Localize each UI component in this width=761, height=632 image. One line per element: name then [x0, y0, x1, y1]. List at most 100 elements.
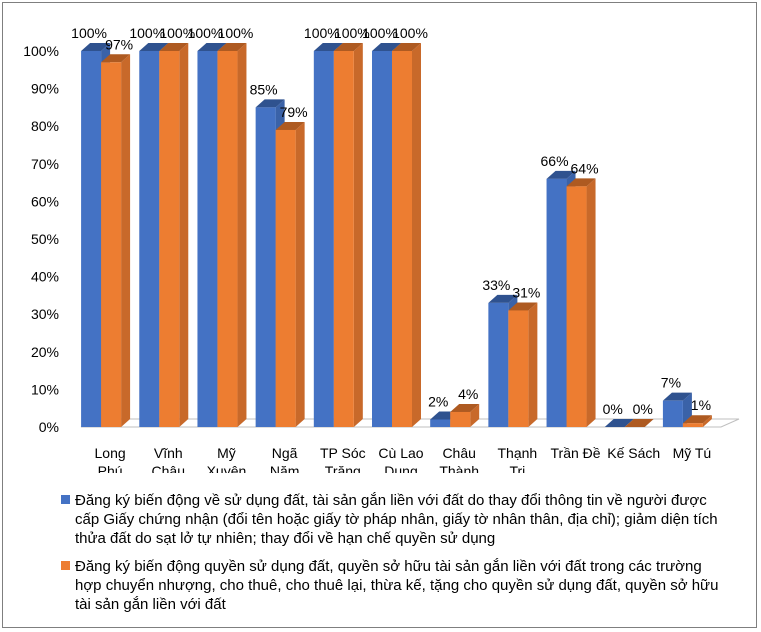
bar — [159, 51, 180, 427]
x-tick-label: Năm — [270, 463, 300, 473]
bar — [101, 62, 122, 427]
bar — [430, 419, 451, 427]
bar-top — [682, 415, 712, 424]
x-tick-label: Trăng — [325, 463, 361, 473]
bar — [255, 107, 276, 428]
data-label: 4% — [458, 386, 478, 402]
x-tick-label: Trần Đề — [551, 445, 601, 461]
bar-top — [275, 121, 305, 130]
x-tick-label: Dung — [384, 463, 417, 473]
bar-top — [159, 43, 189, 51]
x-tick-label: Châu — [442, 445, 475, 461]
bar-top — [392, 43, 421, 51]
x-tick-label: Thạnh — [498, 445, 538, 461]
x-tick-label: Cù Lao — [378, 445, 423, 461]
data-label: 85% — [250, 81, 278, 97]
data-label: 0% — [603, 401, 623, 417]
bar — [139, 51, 160, 427]
data-label: 33% — [482, 277, 510, 293]
x-tick-label: Trị — [509, 463, 525, 473]
data-label: 100% — [71, 25, 107, 41]
data-label: 0% — [633, 401, 653, 417]
y-tick-label: 40% — [31, 269, 59, 285]
bar-top — [546, 170, 576, 179]
bar-top — [81, 43, 111, 51]
y-tick-label: 90% — [31, 81, 59, 97]
bar — [333, 51, 354, 427]
x-tick-label: Xuyên — [207, 463, 247, 473]
data-label: 100% — [334, 25, 370, 41]
data-label: 79% — [280, 104, 308, 120]
bar-side — [528, 302, 538, 427]
y-tick-label: 80% — [31, 118, 59, 134]
y-tick-label: 100% — [23, 43, 59, 59]
bar — [662, 400, 683, 427]
data-label: 100% — [392, 25, 428, 41]
bar — [682, 423, 703, 427]
bar — [275, 129, 296, 427]
x-tick-label: Long — [95, 445, 126, 461]
data-label: 100% — [159, 25, 195, 41]
data-label: 7% — [661, 375, 681, 391]
bar — [217, 51, 238, 427]
x-tick-label: Phú — [98, 463, 123, 473]
bar-top — [372, 43, 401, 51]
bar — [546, 178, 567, 427]
bar-top — [101, 54, 131, 63]
bar-side — [702, 415, 712, 427]
bar-top — [197, 43, 227, 51]
bar-side — [353, 43, 363, 427]
legend-swatch-series-1 — [61, 495, 70, 504]
bar-side — [470, 403, 480, 427]
bar-side — [237, 43, 247, 427]
x-tick-label: Châu — [152, 463, 185, 473]
data-label: 100% — [129, 25, 165, 41]
bar — [488, 302, 509, 427]
y-tick-label: 50% — [31, 231, 59, 247]
bar-top — [450, 403, 480, 412]
bar-top — [333, 43, 363, 51]
bar-top — [217, 43, 247, 51]
bar — [197, 51, 218, 427]
data-label: 100% — [218, 25, 254, 41]
bar-side — [586, 178, 596, 427]
legend-item-series-2: Đăng ký biến động quyền sử dụng đất, quy… — [61, 557, 731, 617]
bar-top — [566, 178, 596, 187]
bar-top — [313, 43, 343, 51]
x-tick-label: Ngã — [272, 445, 298, 461]
data-label: 97% — [105, 36, 133, 52]
data-label: 2% — [428, 393, 448, 409]
bar-chart: 0%10%20%30%40%50%60%70%80%90%100%100%97%… — [23, 25, 740, 473]
bar — [566, 186, 587, 427]
bar-top — [604, 419, 634, 427]
data-label: 100% — [304, 25, 340, 41]
y-tick-label: 30% — [31, 306, 59, 322]
bar-top — [662, 392, 692, 401]
y-tick-label: 60% — [31, 193, 59, 209]
bar-side — [179, 43, 189, 427]
bar-side — [295, 121, 305, 428]
data-label: 100% — [188, 25, 224, 41]
legend-item-series-1: Đăng ký biến động về sử dụng đất, tài sả… — [61, 491, 731, 551]
bar — [450, 411, 471, 427]
bar-top — [255, 99, 285, 108]
bar-top — [139, 43, 169, 51]
bar — [313, 51, 334, 427]
y-tick-label: 10% — [31, 381, 59, 397]
legend-label-series-1: Đăng ký biến động về sử dụng đất, tài sả… — [75, 492, 718, 547]
bar-side — [121, 54, 131, 427]
x-tick-label: Mỹ — [217, 445, 236, 461]
x-tick-label: TP Sóc — [320, 445, 366, 461]
data-label: 100% — [362, 25, 398, 41]
data-label: 31% — [512, 284, 540, 300]
x-tick-label: Thành — [439, 463, 479, 473]
data-label: 64% — [571, 160, 599, 176]
bar — [508, 310, 529, 427]
bar-top — [488, 294, 518, 303]
legend-label-series-2: Đăng ký biến động quyền sử dụng đất, quy… — [75, 558, 719, 613]
y-tick-label: 70% — [31, 156, 59, 172]
x-tick-label: Vĩnh — [154, 445, 183, 461]
bar — [81, 51, 102, 427]
y-tick-label: 20% — [31, 344, 59, 360]
